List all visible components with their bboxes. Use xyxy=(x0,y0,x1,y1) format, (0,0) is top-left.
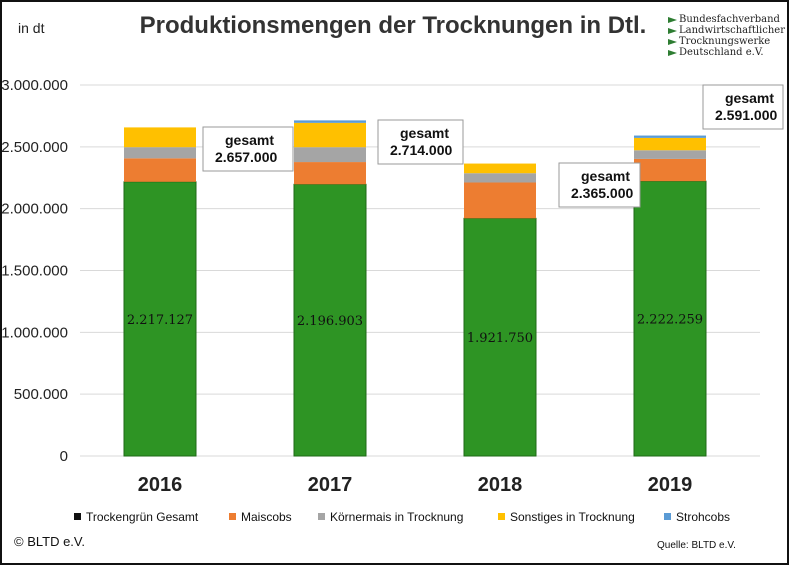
legend-swatch xyxy=(74,513,81,520)
y-tick-label: 3.000.000 xyxy=(1,77,68,94)
bar-segment-4 xyxy=(294,122,366,148)
total-callout-label: gesamt xyxy=(225,132,274,148)
y-tick-label: 2.500.000 xyxy=(1,139,68,156)
bar-segment-3 xyxy=(294,147,366,163)
logo-line-1: Bundesfachverband xyxy=(679,14,780,25)
total-callout-box xyxy=(202,126,294,172)
bar-value-label: 2.196.903 xyxy=(297,314,363,329)
total-callout-value: 2.657.000 xyxy=(215,149,277,165)
x-category-label: 2017 xyxy=(308,474,353,496)
y-tick-label: 500.000 xyxy=(14,386,68,403)
total-callout-value: 2.714.000 xyxy=(390,142,452,158)
source-note: Quelle: BLTD e.V. xyxy=(657,540,736,551)
y-tick-label: 2.000.000 xyxy=(1,201,68,218)
legend-label: Strohcobs xyxy=(676,510,730,524)
bar-segment-3 xyxy=(634,150,706,159)
bar-segment-4 xyxy=(634,137,706,151)
bar-value-label: 2.217.127 xyxy=(127,313,193,328)
bar-segment-1 xyxy=(463,217,537,457)
x-category-label: 2016 xyxy=(138,474,183,496)
legend-label: Körnermais in Trocknung xyxy=(330,510,463,524)
total-callout-label: gesamt xyxy=(725,90,774,106)
bar-segment-1 xyxy=(123,181,197,457)
logo-line-2: Landwirtschaftlicher xyxy=(679,25,785,36)
x-category-label: 2018 xyxy=(478,474,523,496)
bar-segment-3 xyxy=(124,147,196,159)
bar-segment-2 xyxy=(124,158,196,182)
bar-value-label: 1.921.750 xyxy=(467,331,533,346)
chart-title: Produktionsmengen der Trocknungen in Dtl… xyxy=(139,12,647,39)
y-tick-label: 1.000.000 xyxy=(1,324,68,341)
legend-swatch xyxy=(229,513,236,520)
total-callout-value: 2.591.000 xyxy=(715,107,777,123)
bar-segment-5 xyxy=(634,135,706,138)
bar-segment-4 xyxy=(464,163,536,174)
y-tick-label: 1.500.000 xyxy=(1,263,68,280)
legend-label: Trockengrün Gesamt xyxy=(86,510,199,524)
legend-label: Sonstiges in Trocknung xyxy=(510,510,635,524)
bar-segment-4 xyxy=(124,127,196,148)
x-category-label: 2019 xyxy=(648,474,693,496)
bar-segment-2 xyxy=(464,182,536,219)
bar-segment-2 xyxy=(294,162,366,185)
total-callout-label: gesamt xyxy=(400,125,449,141)
total-callout-box xyxy=(558,162,641,208)
total-callout-label: gesamt xyxy=(581,168,630,184)
unit-label: in dt xyxy=(18,20,45,36)
bar-value-label: 2.222.259 xyxy=(637,313,703,328)
bar-segment-1 xyxy=(633,180,707,457)
legend-swatch xyxy=(498,513,505,520)
bar-segment-2 xyxy=(634,158,706,182)
logo-line-3: Trocknungswerke xyxy=(679,36,771,47)
bar-segment-1 xyxy=(293,183,367,457)
logo-line-4: Deutschland e.V. xyxy=(679,47,764,58)
legend-label: Maiscobs xyxy=(241,510,292,524)
total-callout-value: 2.365.000 xyxy=(571,185,633,201)
legend-swatch xyxy=(664,513,671,520)
y-tick-label: 0 xyxy=(60,448,68,465)
bar-segment-5 xyxy=(294,120,366,123)
copyright-note: © BLTD e.V. xyxy=(14,534,85,549)
organization-logo: Bundesfachverband Landwirtschaftlicher T… xyxy=(667,14,785,62)
legend-swatch xyxy=(318,513,325,520)
total-callout-box xyxy=(377,119,464,165)
bar-segment-3 xyxy=(464,173,536,183)
logo-stripes-icon xyxy=(668,17,677,56)
total-callout-box xyxy=(702,84,784,130)
